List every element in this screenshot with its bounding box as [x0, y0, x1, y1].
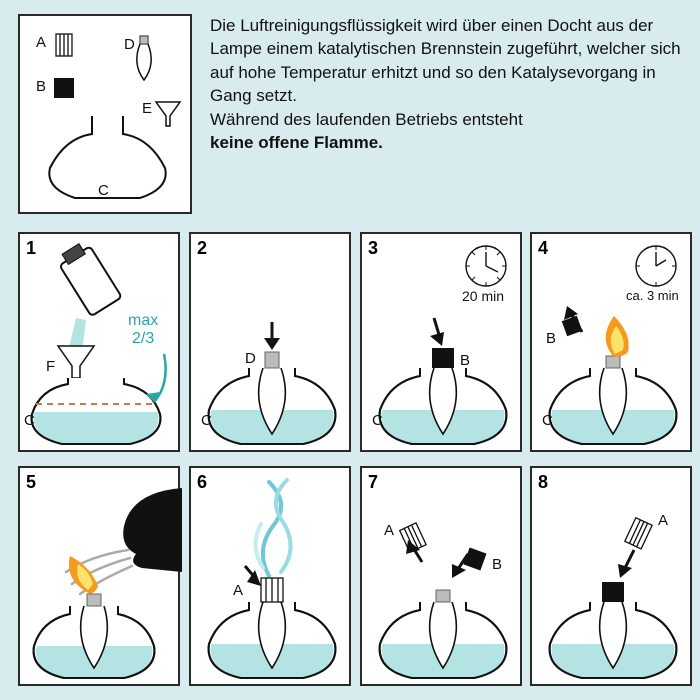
step-1-tile: 1 max 2/3	[18, 232, 180, 452]
step1-C: C	[24, 412, 35, 429]
step4-time: ca. 3 min	[626, 288, 679, 303]
step-2-svg	[191, 234, 353, 454]
step-6-svg	[191, 468, 353, 688]
step-7-svg	[362, 468, 524, 688]
step-4-tile: 4 ca. 3	[530, 232, 692, 452]
step-6-tile: 6 A	[189, 466, 351, 686]
step-5-svg	[20, 468, 182, 688]
step-8-tile: 8 A	[530, 466, 692, 686]
step3-time: 20 min	[462, 288, 504, 304]
infographic-canvas: Die Luftreinigungsflüssigkeit wird über …	[0, 0, 700, 700]
step-5-tile: 5	[18, 466, 180, 686]
intro-text: Die Luftreinigungsflüssigkeit wird über …	[210, 14, 688, 155]
legend-tile: A B C D E	[18, 14, 192, 214]
step8-A: A	[658, 512, 668, 529]
intro-p2b: keine offene Flamme.	[210, 133, 383, 152]
step4-B: B	[546, 330, 556, 347]
legend-A: A	[36, 34, 46, 51]
legend-B: B	[36, 78, 46, 95]
step-3-tile: 3 20 m	[360, 232, 522, 452]
step6-A: A	[233, 582, 243, 599]
step1-F: F	[46, 358, 55, 375]
step-2-tile: 2 D C	[189, 232, 351, 452]
step-8-svg	[532, 468, 694, 688]
step7-A: A	[384, 522, 394, 539]
step-7-tile: 7 A B	[360, 466, 522, 686]
legend-E: E	[142, 100, 152, 117]
step1-max1: max	[128, 312, 158, 330]
step-3-svg	[362, 234, 524, 454]
intro-p2a: Während des laufenden Betriebs entsteht	[210, 110, 523, 129]
step4-C: C	[542, 412, 553, 429]
intro-p1: Die Luftreinigungsflüssigkeit wird über …	[210, 16, 681, 105]
step2-C: C	[201, 412, 212, 429]
step-1-svg	[20, 234, 182, 454]
step7-B: B	[492, 556, 502, 573]
legend-C: C	[98, 182, 109, 199]
step-4-svg	[532, 234, 694, 454]
step3-C: C	[372, 412, 383, 429]
step1-max2: 2/3	[132, 330, 154, 348]
step2-D: D	[245, 350, 256, 367]
legend-D: D	[124, 36, 135, 53]
step3-B: B	[460, 352, 470, 369]
